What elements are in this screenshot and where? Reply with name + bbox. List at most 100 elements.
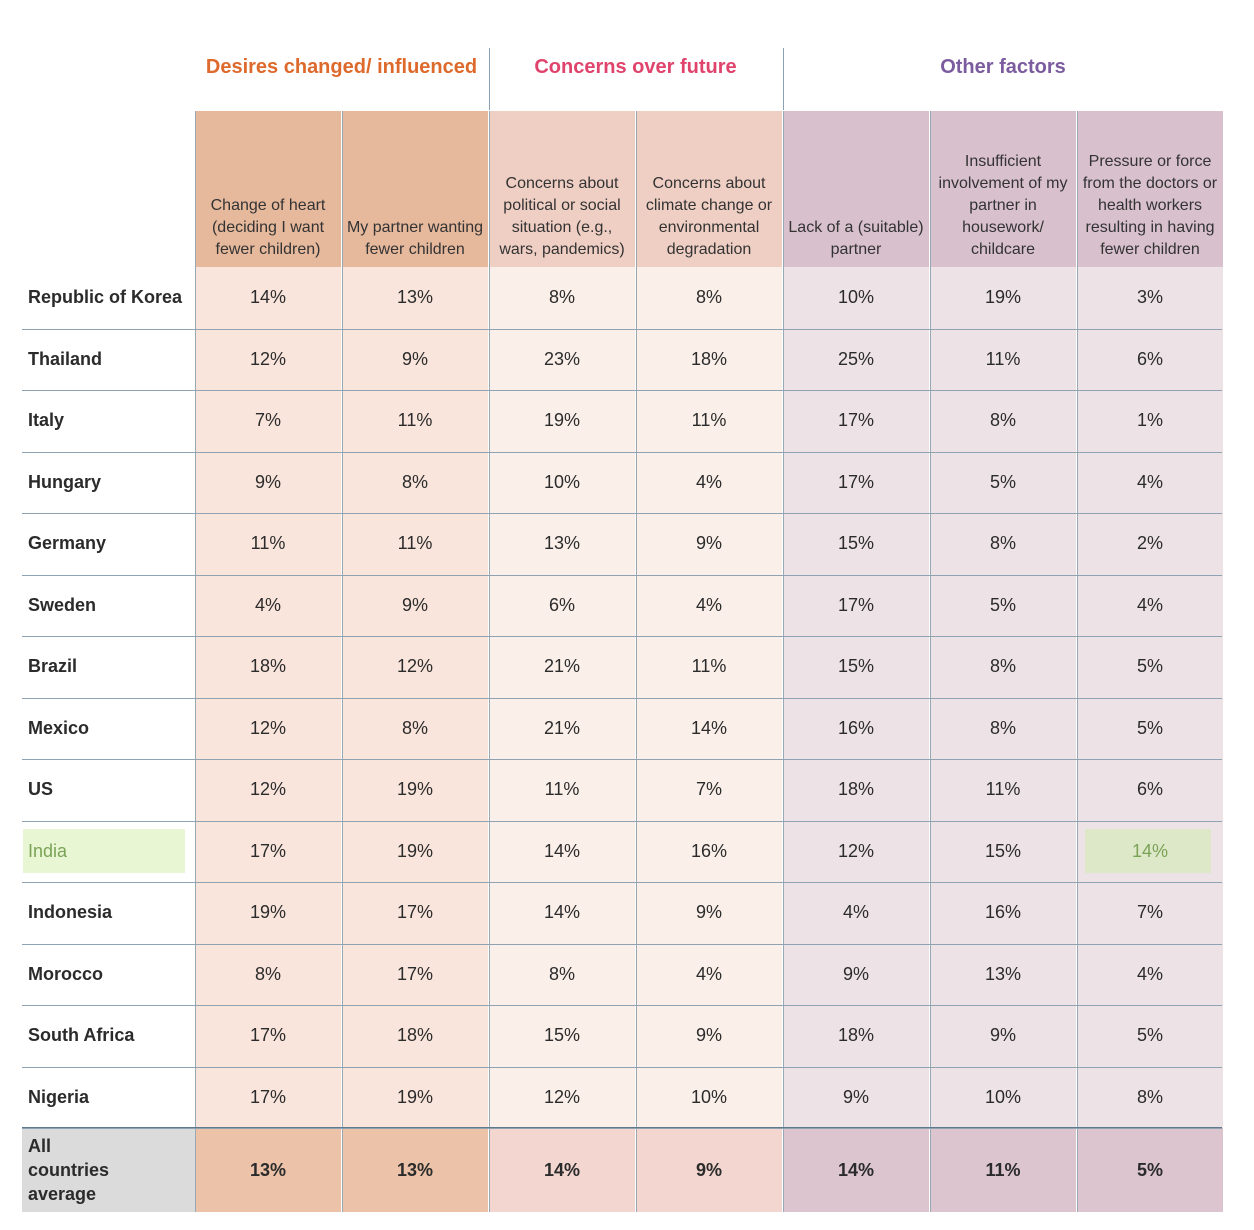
column-header: Concerns about political or social situa…	[489, 111, 635, 267]
table-cell-bg	[783, 267, 929, 329]
table-cell: 8%	[989, 656, 1016, 677]
row-divider	[22, 390, 1222, 391]
column-group-title: Concerns over future	[534, 56, 737, 78]
column-header: Change of heart (deciding I want fewer c…	[195, 111, 341, 267]
table-cell: 13%	[396, 287, 434, 308]
table-cell: 11%	[691, 410, 727, 431]
table-cell-bg	[1077, 1066, 1223, 1128]
table-cell: 9%	[401, 594, 428, 615]
table-cell: 4%	[695, 594, 722, 615]
table-cell: 1%	[1136, 410, 1163, 431]
table-cell-bg	[783, 697, 929, 759]
column-divider	[489, 111, 490, 1212]
table-cell-bg	[636, 451, 782, 513]
table-cell-bg	[1077, 328, 1223, 390]
table-cell: 8%	[401, 717, 428, 738]
row-label: South Africa	[28, 1025, 135, 1046]
row-divider	[22, 513, 1222, 514]
table-cell-bg	[489, 328, 635, 390]
table-cell-bg	[1077, 390, 1223, 452]
group-divider	[489, 48, 490, 110]
table-cell-bg	[1077, 267, 1223, 329]
table-cell-bg	[195, 759, 341, 821]
table-cell: 9%	[842, 1086, 869, 1107]
table-cell: 15%	[837, 656, 875, 677]
table-cell-bg	[195, 1066, 341, 1128]
row-divider	[22, 759, 1222, 760]
column-header: Pressure or force from the doctors or he…	[1077, 111, 1223, 267]
table-cell-bg	[783, 390, 929, 452]
group-divider	[783, 48, 784, 110]
table-cell: 5%	[989, 594, 1016, 615]
table-cell-bg	[1077, 574, 1223, 636]
table-cell-bg	[1077, 636, 1223, 698]
column-group-title: Other factors	[940, 56, 1066, 78]
table-cell: 5%	[989, 471, 1016, 492]
average-row-label: All countries average	[22, 1128, 195, 1212]
row-divider	[22, 944, 1222, 945]
table-cell-bg	[489, 513, 635, 575]
table-cell-bg	[342, 267, 488, 329]
table-cell: 4%	[254, 594, 281, 615]
row-divider	[22, 575, 1222, 576]
table-cell: 17%	[837, 410, 875, 431]
table-cell: 10%	[543, 471, 581, 492]
average-cell: 14%	[489, 1128, 635, 1212]
column-header: My partner wanting fewer children	[342, 111, 488, 267]
table-cell-bg	[930, 943, 1076, 1005]
table-cell: 10%	[690, 1086, 728, 1107]
table-cell: 11%	[985, 348, 1021, 369]
table-cell: 4%	[1136, 963, 1163, 984]
table-cell-bg	[636, 1066, 782, 1128]
table-cell: 11%	[397, 410, 433, 431]
table-cell: 19%	[543, 410, 581, 431]
table-cell: 8%	[989, 410, 1016, 431]
table-cell-bg	[489, 636, 635, 698]
table-cell-bg	[783, 759, 929, 821]
column-divider	[783, 111, 784, 1212]
row-divider	[22, 821, 1222, 822]
average-cell: 5%	[1077, 1128, 1223, 1212]
table-cell-bg	[783, 513, 929, 575]
table-cell-bg	[930, 1005, 1076, 1067]
table-cell: 14%	[249, 287, 287, 308]
table-cell-bg	[195, 820, 341, 882]
table-cell: 13%	[543, 533, 581, 554]
table-cell: 9%	[695, 902, 722, 923]
table-cell-bg	[1077, 882, 1223, 944]
table-cell-bg	[636, 574, 782, 636]
table-cell-bg	[636, 390, 782, 452]
table-cell: 11%	[691, 656, 727, 677]
table-cell: 11%	[985, 779, 1021, 800]
table-cell-bg	[342, 1066, 488, 1128]
table-cell: 16%	[837, 717, 875, 738]
table-cell-bg	[342, 328, 488, 390]
table-cell: 8%	[548, 287, 575, 308]
row-label: Germany	[28, 533, 107, 554]
table-cell-bg	[636, 697, 782, 759]
table-cell-bg	[783, 636, 929, 698]
average-cell: 14%	[783, 1128, 929, 1212]
table-cell-bg	[930, 328, 1076, 390]
table-cell: 13%	[984, 963, 1022, 984]
table-cell-bg	[342, 451, 488, 513]
table-cell: 17%	[837, 471, 875, 492]
table-cell: 25%	[837, 348, 875, 369]
table-cell: 14%	[543, 840, 581, 861]
table-cell: 14%	[543, 902, 581, 923]
average-cell: 13%	[195, 1128, 341, 1212]
row-label: US	[28, 779, 54, 800]
table-cell-bg	[195, 636, 341, 698]
table-cell-bg	[636, 759, 782, 821]
table-cell-bg	[342, 697, 488, 759]
table-cell-bg	[930, 574, 1076, 636]
table-cell: 14%	[690, 717, 728, 738]
table-cell-bg	[930, 390, 1076, 452]
table-cell: 12%	[837, 840, 875, 861]
table-cell-bg	[195, 1005, 341, 1067]
cell-highlight	[1085, 828, 1211, 873]
table-cell: 15%	[837, 533, 875, 554]
table-cell-bg	[342, 882, 488, 944]
table-cell: 11%	[397, 533, 433, 554]
